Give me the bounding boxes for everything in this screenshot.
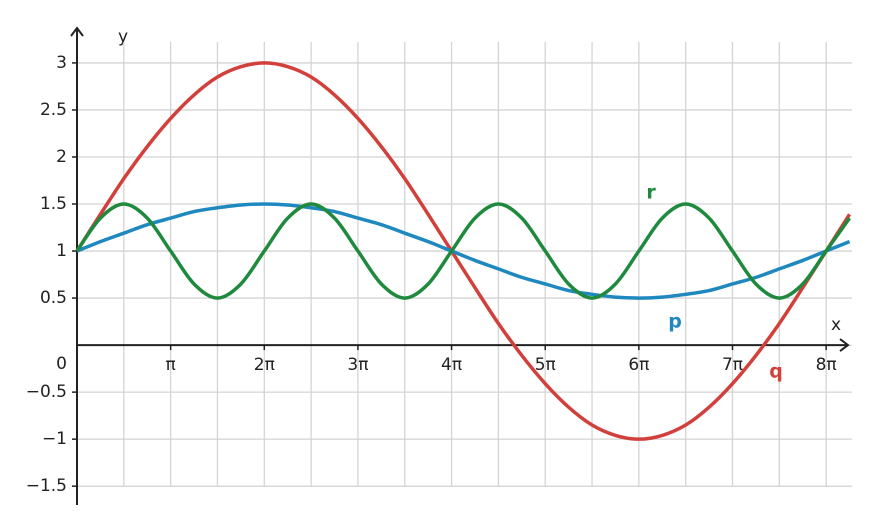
y-tick-label: 0 — [56, 354, 67, 374]
x-tick-label: 4π — [441, 355, 462, 375]
curve — [75, 61, 852, 441]
x-axis-arrow — [839, 338, 850, 352]
y-tick-label: 1.5 — [40, 194, 67, 214]
y-tick-label: 0.5 — [40, 288, 67, 308]
x-tick-label: 8π — [816, 355, 837, 375]
curve-label: r — [646, 182, 656, 204]
x-tick-label: π — [166, 355, 176, 375]
y-tick-label: 2.5 — [40, 100, 67, 120]
x-tick-label: 3π — [347, 355, 368, 375]
x-tick-label: 2π — [254, 355, 275, 375]
curve-label: q — [769, 361, 783, 383]
y-tick-label: −0.5 — [26, 382, 67, 402]
x-tick-label: 5π — [535, 355, 556, 375]
x-axis-label: x — [831, 315, 841, 335]
curve-label: p — [668, 311, 682, 333]
x-tick-label: 6π — [628, 355, 649, 375]
y-tick-label: −1 — [42, 429, 67, 449]
curve — [75, 202, 851, 300]
x-tick-label: 7π — [722, 355, 743, 375]
curve — [76, 202, 851, 300]
y-tick-label: 3 — [56, 53, 67, 73]
y-axis-label: y — [118, 27, 128, 47]
y-axis-arrow — [70, 26, 84, 37]
y-tick-label: 2 — [56, 147, 67, 167]
y-tick-label: 1 — [56, 241, 67, 261]
y-tick-label: −1.5 — [26, 476, 67, 496]
